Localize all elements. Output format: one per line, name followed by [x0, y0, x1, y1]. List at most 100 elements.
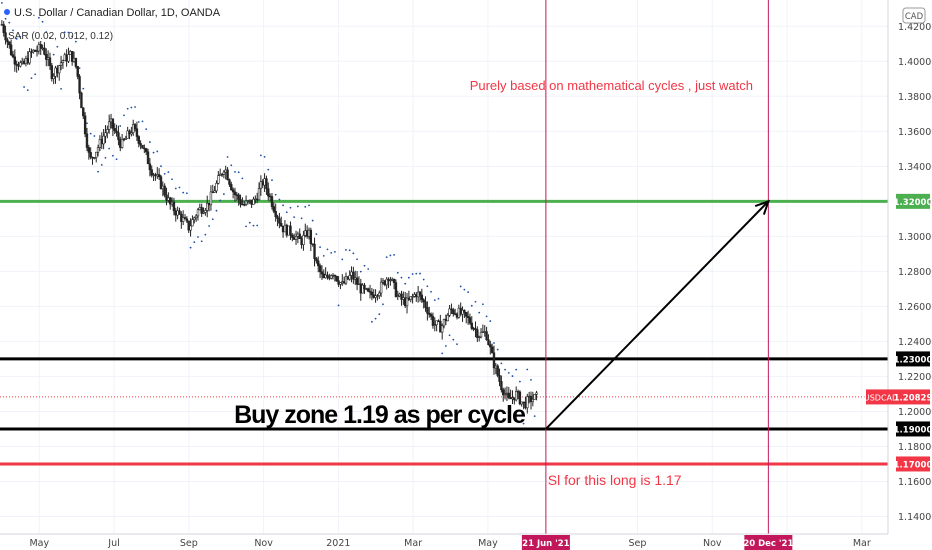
candle-body	[252, 198, 255, 205]
candle-body	[115, 130, 118, 133]
horizontal-levels[interactable]	[0, 199, 888, 466]
sar-dot	[515, 368, 518, 371]
candle-body	[535, 392, 538, 395]
indicator-label[interactable]: SAR (0.02, 0.012, 0.12)	[8, 31, 113, 42]
candle-body	[193, 217, 196, 220]
candle-body	[348, 275, 351, 280]
currency-badge[interactable]	[902, 7, 926, 24]
candle-body	[324, 274, 327, 279]
sar-dot	[370, 320, 373, 323]
candle-body	[463, 309, 466, 313]
sar-dot	[211, 218, 214, 221]
candle-body	[452, 309, 455, 315]
arrow-shaft[interactable]	[545, 200, 770, 430]
sar-dot	[108, 147, 111, 150]
time-axis[interactable]	[0, 534, 932, 550]
candle-body	[337, 280, 340, 285]
candle-body	[411, 296, 414, 298]
sar-dot	[485, 315, 488, 318]
candle-body	[489, 344, 492, 348]
candle-body	[507, 392, 510, 398]
candle-body	[429, 314, 433, 317]
sar-dot	[285, 211, 288, 214]
time-tick-label: Nov	[254, 538, 273, 549]
candle-body	[19, 62, 22, 67]
candle-body	[468, 317, 472, 324]
sar-dot	[385, 256, 388, 259]
vertical-cycle-lines[interactable]	[545, 0, 769, 534]
sar-dot	[419, 272, 421, 275]
price-tick-label: 1.22000	[898, 372, 932, 383]
sar-dot	[52, 53, 55, 56]
annotation-text[interactable]: Sl for this long is 1.17	[548, 472, 682, 488]
sar-dot	[234, 170, 236, 173]
candle-body	[265, 178, 268, 189]
candle-body	[237, 194, 240, 200]
candle-body	[281, 225, 285, 233]
candle-body	[243, 204, 246, 206]
candle-body	[65, 54, 68, 62]
sar-dot	[522, 422, 525, 425]
candle-body	[470, 322, 473, 329]
time-tick-label: Jul	[107, 538, 119, 549]
level-price-badge	[896, 193, 930, 209]
chart-title[interactable]: U.S. Dollar / Canadian Dollar, 1D, OANDA	[14, 7, 221, 19]
annotation-text[interactable]: Buy zone 1.19 as per cycle	[234, 401, 527, 429]
annotations[interactable]: Purely based on mathematical cycles , ju…	[234, 78, 753, 488]
sar-dot	[363, 264, 366, 267]
candle-body	[333, 274, 337, 277]
level-price-label: 1.32000	[894, 198, 932, 208]
candle-body	[43, 47, 46, 55]
candle-body	[433, 324, 436, 326]
candle-body	[320, 271, 324, 275]
sar-dot	[530, 378, 532, 381]
sar-dot	[237, 171, 240, 174]
candle-body	[9, 44, 13, 56]
sar-dot	[256, 224, 259, 227]
candle-body	[248, 199, 251, 202]
candle-body	[176, 210, 179, 216]
sar-dot	[19, 36, 22, 38]
sar-dot	[174, 187, 177, 190]
sar-dot	[37, 16, 40, 19]
price-tick-label: 1.36000	[898, 127, 932, 138]
time-tick-label: Sep	[180, 538, 198, 549]
candle-body	[137, 136, 140, 144]
candle-body	[122, 138, 126, 141]
candle-body	[172, 201, 176, 212]
annotation-text[interactable]: Purely based on mathematical cycles , ju…	[470, 78, 753, 93]
candle-body	[185, 218, 189, 222]
level-price-badge	[896, 421, 930, 437]
sar-dot	[456, 343, 458, 346]
candle-body	[17, 64, 20, 67]
projection-arrow[interactable]	[545, 199, 770, 430]
candle-body	[22, 60, 26, 64]
candles	[0, 20, 538, 414]
candle-body	[206, 202, 209, 211]
sar-dot	[111, 154, 114, 157]
candle-body	[198, 207, 202, 211]
candle-body	[202, 211, 205, 214]
candle-body	[246, 200, 250, 203]
candle-body	[143, 147, 146, 150]
candle-body	[144, 148, 148, 153]
sar-dot	[359, 270, 362, 273]
candle-body	[100, 139, 103, 145]
candle-body	[302, 235, 305, 245]
symbol-status-icon	[4, 9, 10, 15]
price-tick-label: 1.38000	[898, 92, 932, 103]
candle-body	[146, 151, 150, 165]
sar-dot	[130, 106, 133, 109]
candle-body	[361, 284, 364, 294]
candle-body	[335, 275, 338, 282]
sar-dot	[115, 158, 118, 161]
candle-body	[124, 138, 128, 140]
candle-body	[154, 174, 157, 177]
candle-body	[526, 396, 529, 409]
candle-body	[46, 57, 50, 60]
candle-body	[331, 274, 335, 277]
candle-body	[376, 295, 379, 297]
sar-dot	[86, 122, 88, 125]
candle-body	[89, 152, 92, 158]
